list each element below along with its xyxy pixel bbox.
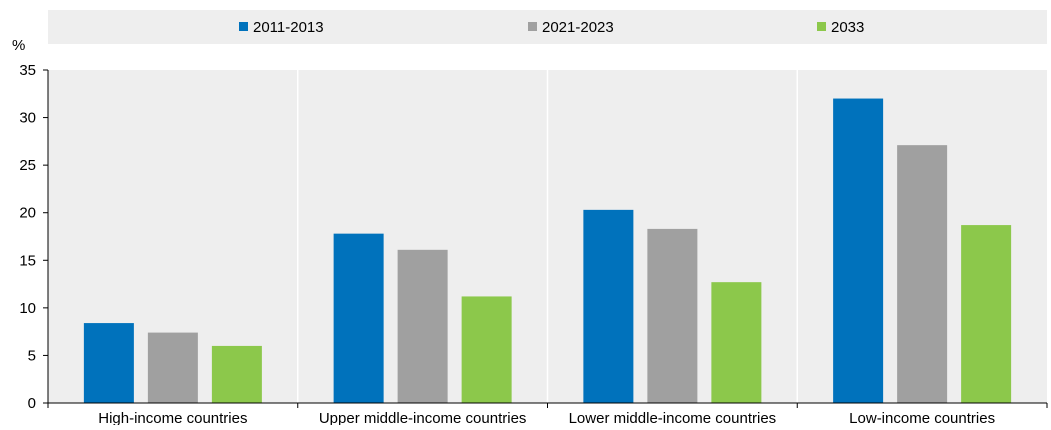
y-tick-label: 25 — [19, 157, 36, 174]
bar — [397, 249, 448, 403]
bar — [897, 145, 948, 404]
y-tick-label: 5 — [28, 347, 36, 364]
legend-label: 2011-2013 — [253, 19, 324, 36]
legend-swatch — [528, 22, 537, 31]
bar — [647, 228, 698, 403]
y-tick-label: 10 — [19, 300, 36, 317]
x-tick-label: Lower middle-income countries — [569, 410, 777, 425]
legend-background — [48, 10, 1047, 44]
legend-label: 2021-2023 — [542, 19, 614, 36]
legend-swatch — [817, 22, 826, 31]
bars-group — [83, 98, 1012, 404]
bar — [211, 345, 262, 403]
bar — [333, 233, 384, 403]
x-tick-label: High-income countries — [98, 410, 247, 425]
y-axis: 0 5 10 15 20 25 30 35 — [19, 62, 49, 412]
y-tick-label: 20 — [19, 205, 36, 222]
y-axis-unit-label: % — [12, 37, 25, 54]
bar — [83, 323, 134, 403]
bar — [833, 98, 884, 404]
x-tick-label: Upper middle-income countries — [319, 410, 527, 425]
legend-swatch — [239, 22, 248, 31]
y-tick-label: 30 — [19, 110, 36, 127]
legend: 2011-2013 2021-2023 2033 — [239, 19, 864, 36]
legend-label: 2033 — [831, 19, 864, 36]
x-tick-label: Low-income countries — [849, 410, 995, 425]
bar — [583, 209, 634, 403]
x-axis: High-income countries Upper middle-income… — [47, 402, 1048, 427]
y-tick-label: 35 — [19, 62, 36, 79]
bar — [961, 225, 1012, 403]
y-tick-label: 0 — [28, 395, 36, 412]
bar — [711, 282, 762, 403]
y-tick-label: 15 — [19, 252, 36, 269]
bar — [147, 332, 198, 403]
category-separators — [297, 70, 798, 403]
bar — [461, 296, 512, 403]
